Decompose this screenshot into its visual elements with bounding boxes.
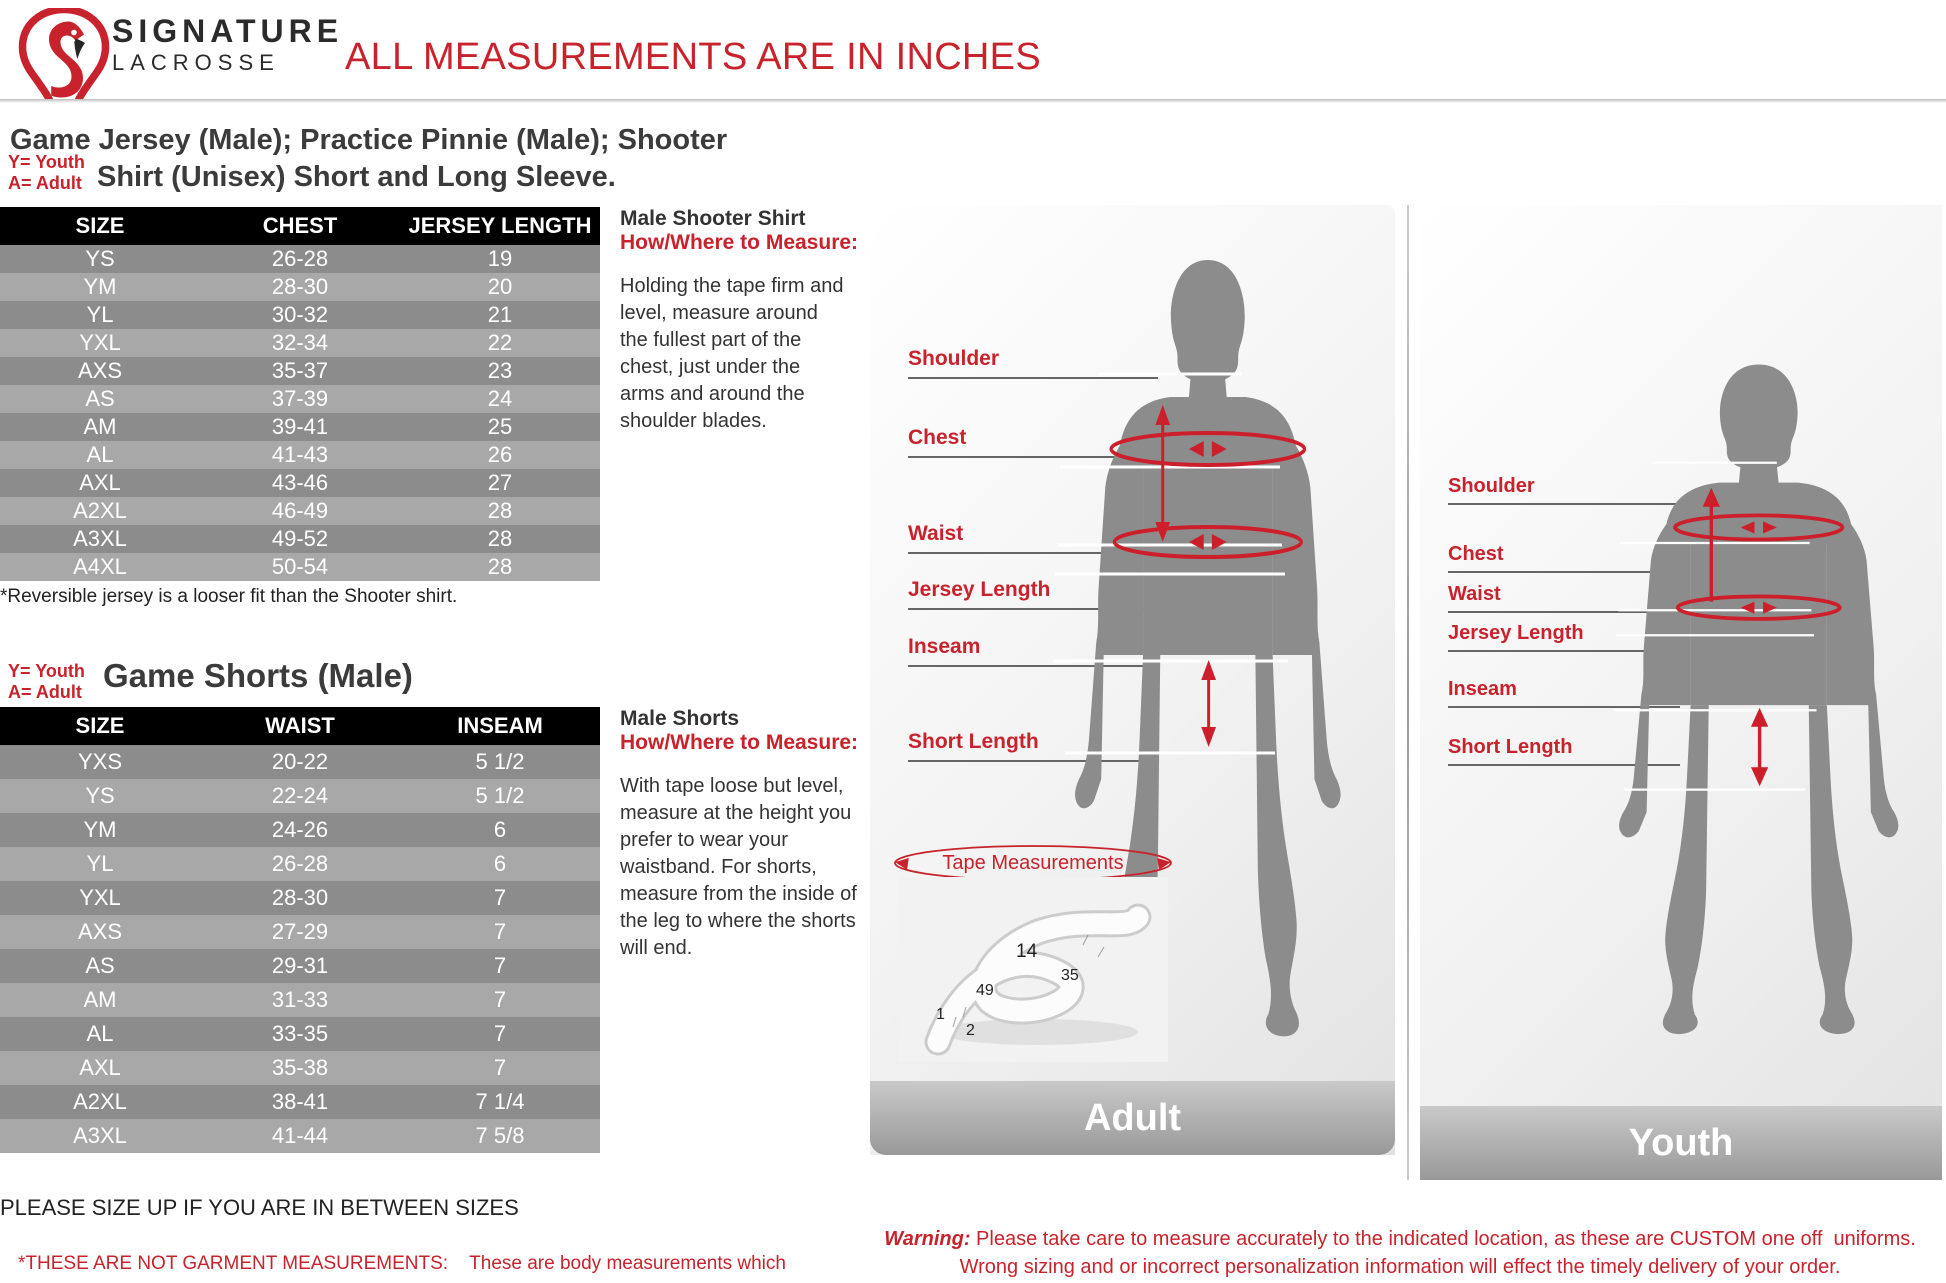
svg-text:2: 2 [966,1022,975,1039]
svg-text:1: 1 [936,1006,945,1023]
svg-text:14: 14 [1016,941,1038,962]
svg-text:35: 35 [1061,967,1079,984]
svg-text:49: 49 [976,982,994,999]
